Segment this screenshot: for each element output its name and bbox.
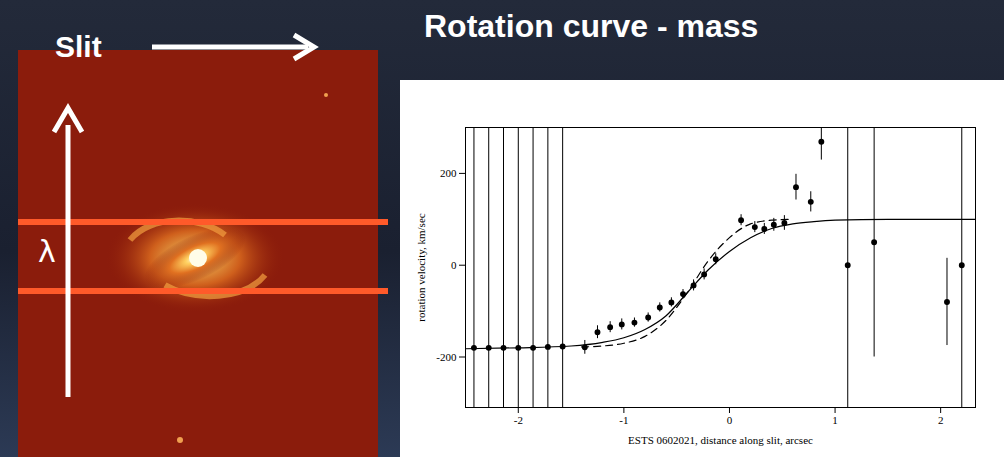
svg-text:-200: -200	[436, 351, 457, 363]
svg-text:0: 0	[451, 259, 457, 271]
svg-text:2: 2	[938, 414, 944, 426]
svg-text:ESTS 0602021, distance along s: ESTS 0602021, distance along slit, arcse…	[628, 434, 813, 446]
html-text:Rotation curve - mass: Rotation curve - mass	[424, 8, 759, 44]
svg-text:-1: -1	[619, 414, 628, 426]
svg-text:0: 0	[727, 414, 733, 426]
svg-text:-2: -2	[514, 414, 523, 426]
svg-text:1: 1	[832, 414, 838, 426]
svg-text:Slit: Slit	[55, 30, 102, 63]
svg-text:rotation velocity, km/sec: rotation velocity, km/sec	[415, 213, 427, 321]
svg-text:200: 200	[440, 167, 457, 179]
svg-text:λ: λ	[38, 234, 56, 269]
